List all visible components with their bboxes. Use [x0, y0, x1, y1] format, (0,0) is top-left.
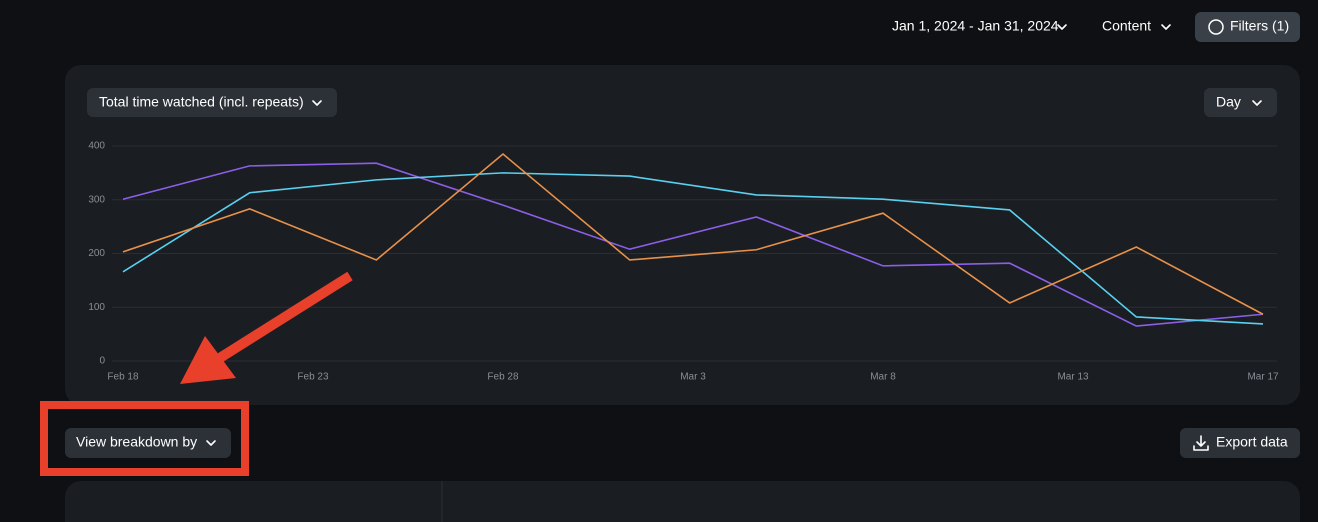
line-series: [122, 153, 1264, 315]
interval-label[interactable]: Day: [1216, 94, 1241, 110]
chevron: [206, 440, 216, 446]
x-tick-label: Feb 23: [297, 372, 329, 383]
breakdown-dropdown[interactable]: [65, 428, 231, 458]
y-tick-label: 400: [88, 141, 105, 152]
x-tick-label: Mar 8: [870, 372, 896, 383]
plot: 0 100 200 300 400 Feb 18 Feb 23 Feb 28 Mar 3 Mar …: [88, 141, 1279, 383]
interval-dropdown[interactable]: [1204, 88, 1277, 117]
line-series: [122, 172, 1264, 325]
x-tick-label: Mar 17: [1247, 372, 1279, 383]
filters-button[interactable]: [1195, 12, 1300, 42]
highlight-box: [40, 401, 249, 476]
export-label[interactable]: Export data: [1216, 434, 1288, 450]
chevron: [312, 100, 322, 106]
x-tick-label: Feb 28: [487, 372, 519, 383]
breakdown-label[interactable]: View breakdown by: [76, 434, 197, 450]
date-range[interactable]: Jan 1, 2024 - Jan 31, 2024: [892, 18, 1059, 34]
filters-label[interactable]: Filters (1): [1230, 18, 1289, 34]
x-tick-label: Mar 3: [680, 372, 706, 383]
arrow-head: [180, 336, 236, 384]
export-button[interactable]: [1180, 428, 1300, 458]
x-tick-label: Feb 18: [107, 372, 139, 383]
y-tick-label: 200: [88, 248, 105, 259]
y-tick-label: 100: [88, 302, 105, 313]
content-menu[interactable]: Content: [1102, 18, 1151, 34]
line-series: [122, 162, 1264, 327]
chevron: [1161, 24, 1171, 30]
table-card: [65, 481, 1300, 522]
chevron: [1252, 100, 1262, 106]
y-tick-label: 300: [88, 194, 105, 205]
x-tick-label: Mar 13: [1057, 372, 1089, 383]
metric-label[interactable]: Total time watched (incl. repeats): [99, 94, 304, 110]
chevron: [1057, 24, 1067, 30]
y-tick-label: 0: [99, 356, 105, 367]
download-icon: [1193, 435, 1209, 451]
filter-icon: [1208, 19, 1224, 35]
metric-dropdown[interactable]: [87, 88, 337, 117]
arrow-shaft: [212, 271, 353, 366]
